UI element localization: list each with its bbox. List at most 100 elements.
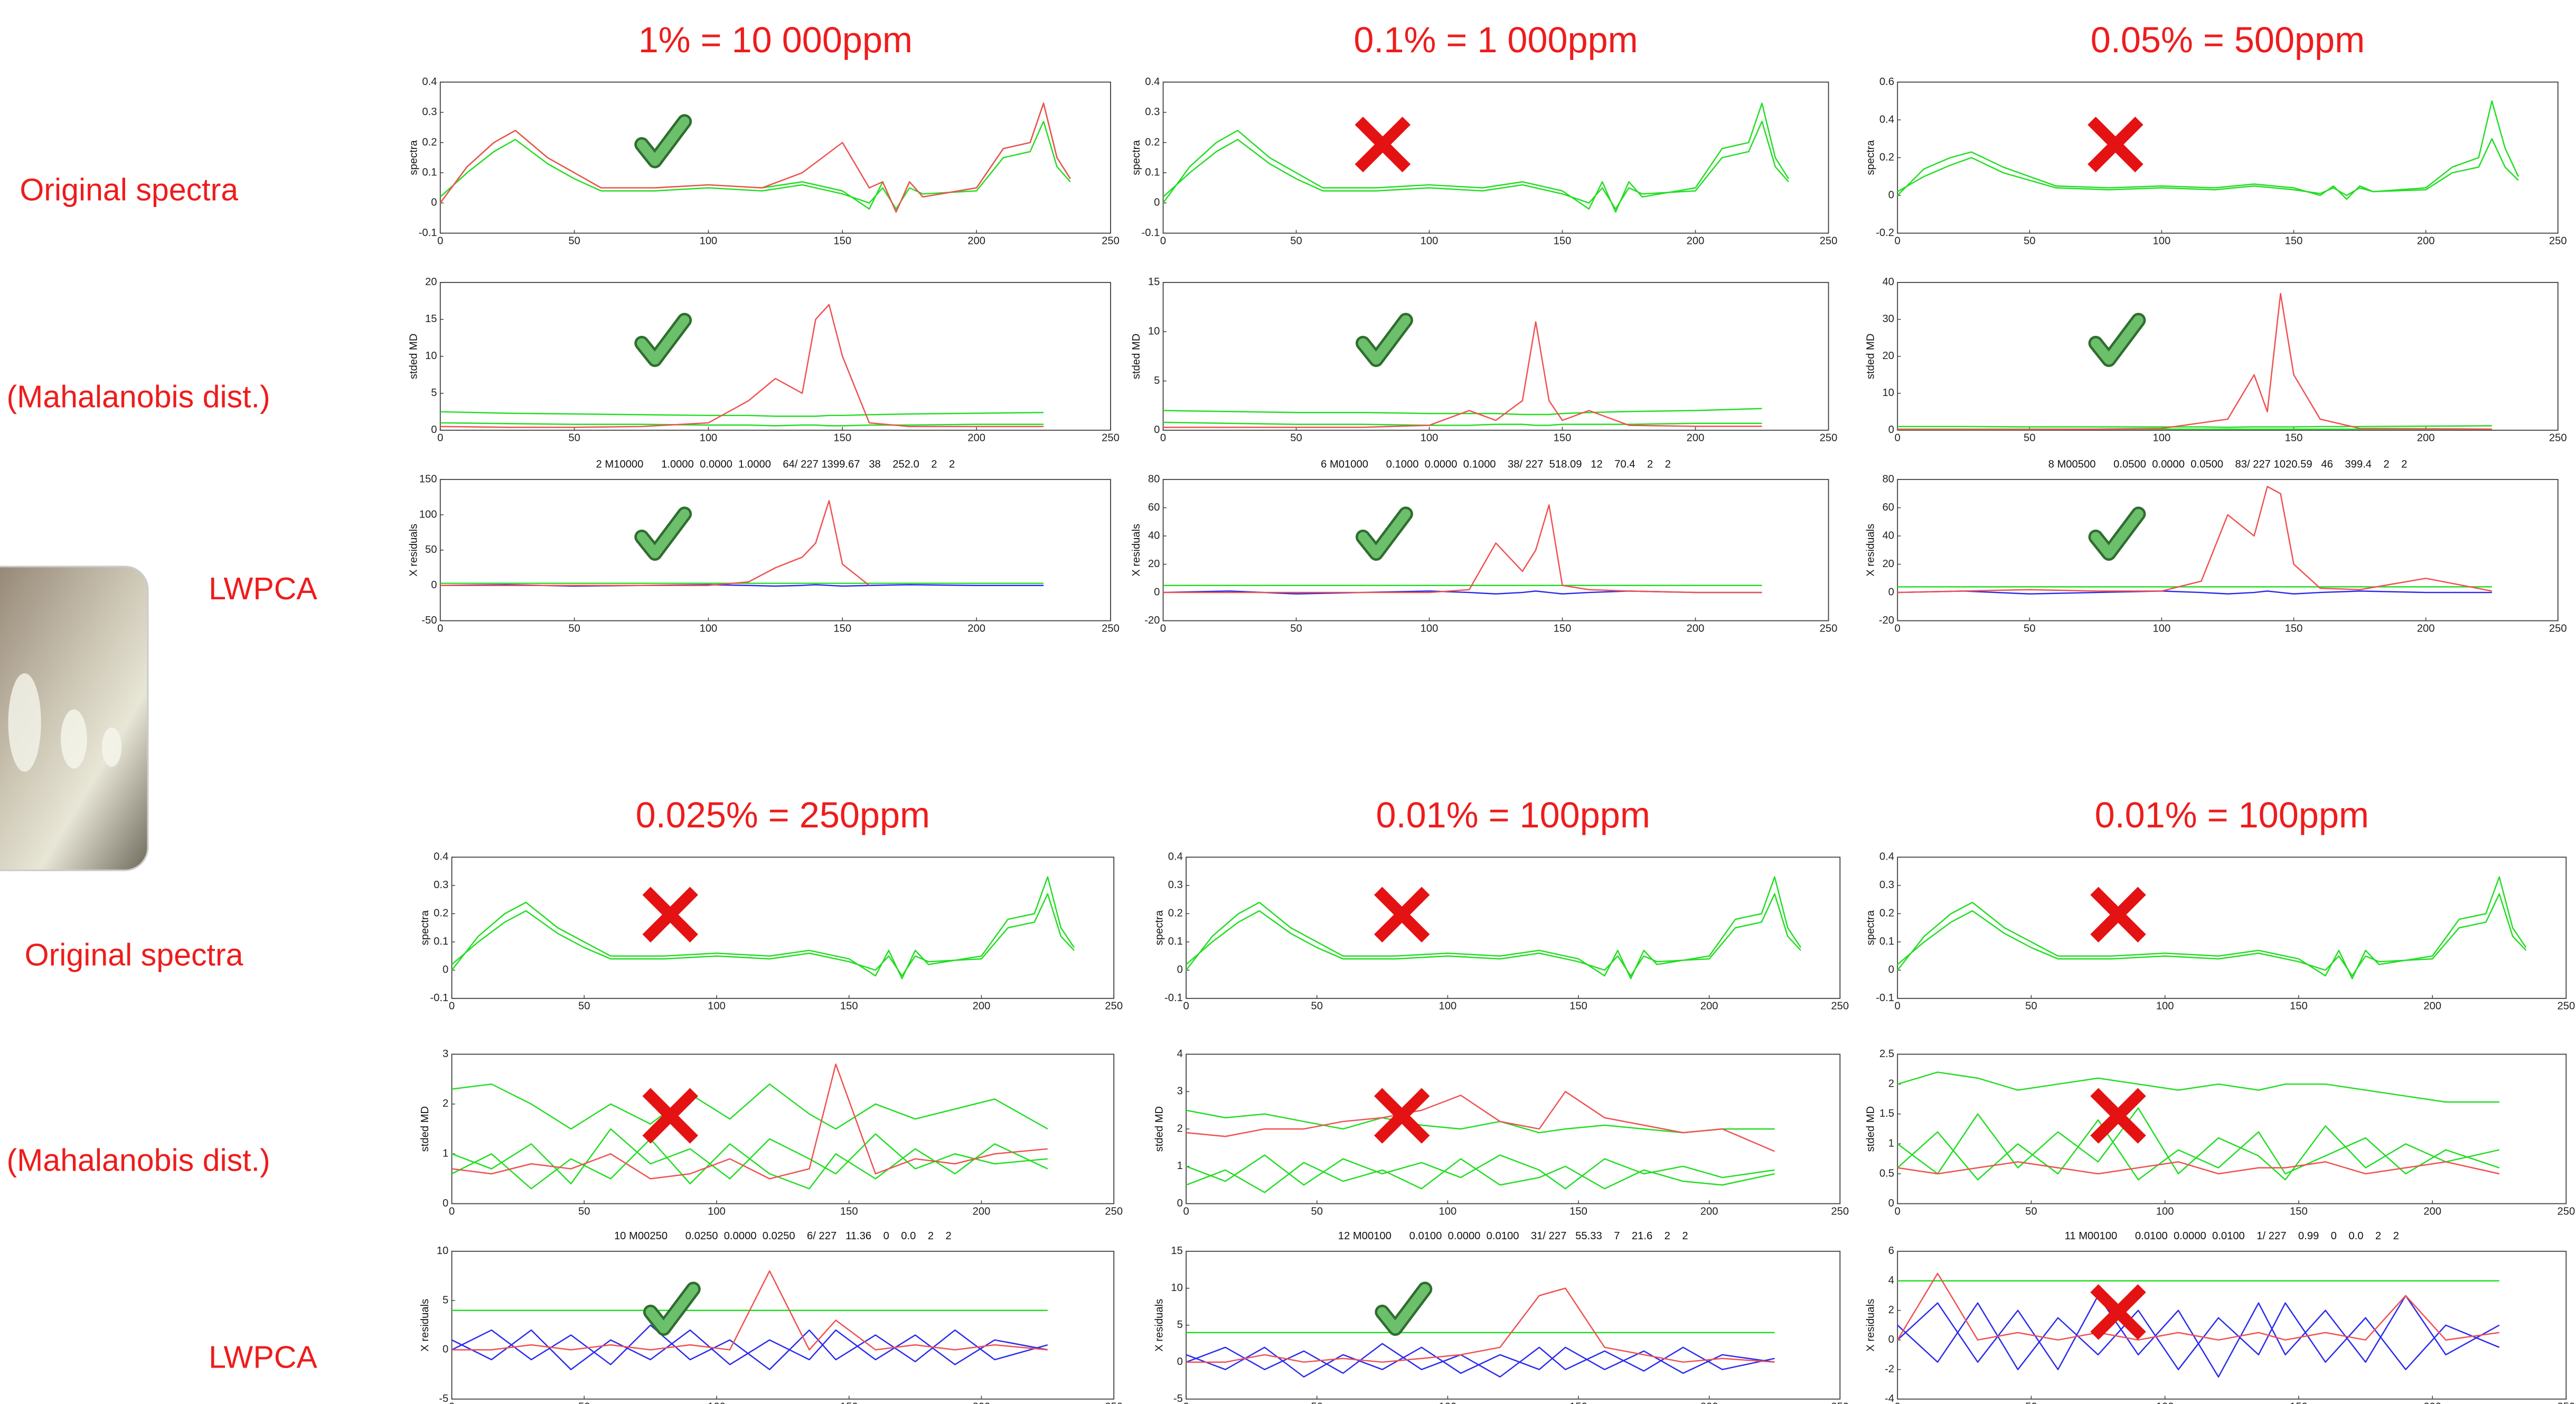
x-tick-label: 0 xyxy=(437,432,443,444)
column-title: 1% = 10 000ppm xyxy=(638,20,913,60)
y-axis-label: spectra xyxy=(1131,140,1142,175)
y-tick-label: 5 xyxy=(431,387,437,399)
y-tick-label: -20 xyxy=(1144,615,1160,626)
x-tick-label: 100 xyxy=(2153,623,2171,634)
x-tick-label: 0 xyxy=(1895,432,1901,444)
y-tick-label: -20 xyxy=(1879,615,1894,626)
x-tick-label: 200 xyxy=(973,1205,991,1217)
y-tick-label: 0 xyxy=(1177,964,1183,976)
y-tick-label: 0 xyxy=(1888,1198,1894,1209)
y-tick-label: 0 xyxy=(443,1344,448,1355)
y-axis-label: spectra xyxy=(1865,910,1877,945)
y-tick-label: 0 xyxy=(1888,964,1894,976)
x-tick-label: 0 xyxy=(1183,1205,1189,1217)
x-tick-label: 250 xyxy=(1102,623,1120,634)
y-tick-label: 0.1 xyxy=(1168,936,1183,947)
y-tick-label: 0.2 xyxy=(1168,908,1183,919)
x-tick-label: 0 xyxy=(1895,623,1901,634)
y-tick-label: 100 xyxy=(419,508,437,520)
x-tick-label: 100 xyxy=(708,1205,726,1217)
y-tick-label: 6 xyxy=(1888,1245,1894,1257)
column-title: 0.01% = 100ppm xyxy=(2095,795,2369,835)
y-tick-label: 2 xyxy=(443,1098,448,1109)
y-axis-label: X residuals xyxy=(1154,1299,1165,1352)
x-tick-label: 0 xyxy=(449,1205,455,1217)
y-tick-label: 0.3 xyxy=(434,879,448,891)
x-tick-label: 50 xyxy=(1290,623,1302,634)
x-tick-label: 50 xyxy=(1311,1401,1323,1404)
x-tick-label: 100 xyxy=(1439,1205,1457,1217)
x-tick-label: 150 xyxy=(2290,1205,2308,1217)
x-tick-label: 150 xyxy=(1569,1401,1587,1404)
y-tick-label: 2 xyxy=(1888,1078,1894,1090)
x-tick-label: 150 xyxy=(833,623,851,634)
x-tick-label: 200 xyxy=(1687,623,1705,634)
y-tick-label: -4 xyxy=(1885,1393,1894,1404)
y-tick-label: 40 xyxy=(1882,530,1894,541)
x-tick-label: 250 xyxy=(1105,1001,1123,1012)
y-tick-label: 80 xyxy=(1882,473,1894,485)
column-title: 0.025% = 250ppm xyxy=(636,795,930,835)
y-tick-label: 0 xyxy=(1154,424,1160,436)
y-tick-label: 0.4 xyxy=(1168,851,1183,863)
plot-frame xyxy=(1897,1251,2566,1399)
x-tick-label: 0 xyxy=(449,1001,455,1012)
y-tick-label: 40 xyxy=(1148,530,1160,541)
y-tick-label: 0 xyxy=(443,964,448,976)
y-tick-label: 0 xyxy=(431,197,437,209)
x-tick-label: 250 xyxy=(1831,1401,1849,1404)
y-tick-label: 0.4 xyxy=(1879,114,1894,125)
y-tick-label: 0.4 xyxy=(1145,76,1160,88)
x-tick-label: 150 xyxy=(1554,432,1572,444)
x-tick-label: 250 xyxy=(1105,1205,1123,1217)
y-axis-label: stded MD xyxy=(1865,334,1877,379)
y-tick-label: 3 xyxy=(1177,1086,1183,1097)
y-axis-label: stded MD xyxy=(408,334,419,379)
y-tick-label: 3 xyxy=(443,1048,448,1060)
column-title: 0.1% = 1 000ppm xyxy=(1353,20,1638,60)
x-tick-label: 50 xyxy=(1290,235,1302,247)
x-tick-label: 100 xyxy=(1421,623,1439,634)
x-tick-label: 0 xyxy=(1895,1401,1901,1404)
y-tick-label: 0.1 xyxy=(422,167,437,178)
x-tick-label: 200 xyxy=(2417,432,2435,444)
x-tick-label: 100 xyxy=(2153,432,2171,444)
y-tick-label: 1 xyxy=(443,1148,448,1160)
y-tick-label: 0.3 xyxy=(1145,106,1160,118)
y-tick-label: 15 xyxy=(1171,1245,1182,1257)
x-tick-label: 250 xyxy=(1102,432,1120,444)
run-info: 2 M10000 1.0000 0.0000 1.0000 64/ 227 13… xyxy=(596,458,955,470)
y-tick-label: -50 xyxy=(421,615,437,626)
row-label: Original spectra xyxy=(25,938,243,973)
x-tick-label: 150 xyxy=(1569,1205,1587,1217)
row-label: LWPCA xyxy=(209,571,317,606)
y-axis-label: X residuals xyxy=(419,1299,431,1352)
y-tick-label: 0.2 xyxy=(434,908,448,919)
x-tick-label: 200 xyxy=(1700,1401,1718,1404)
x-tick-label: 250 xyxy=(2557,1001,2575,1012)
y-tick-label: 2.5 xyxy=(1879,1048,1894,1060)
x-tick-label: 200 xyxy=(967,432,985,444)
y-tick-label: -0.1 xyxy=(1142,227,1160,239)
x-tick-label: 250 xyxy=(1820,235,1838,247)
x-tick-label: 50 xyxy=(2024,623,2035,634)
x-tick-label: 250 xyxy=(1820,432,1838,444)
y-tick-label: -5 xyxy=(1173,1393,1183,1404)
x-tick-label: 150 xyxy=(840,1001,858,1012)
x-tick-label: 150 xyxy=(840,1205,858,1217)
x-tick-label: 250 xyxy=(2549,235,2567,247)
x-tick-label: 50 xyxy=(2024,235,2035,247)
run-info: 11 M00100 0.0100 0.0000 0.0100 1/ 227 0.… xyxy=(2065,1230,2399,1242)
x-tick-label: 0 xyxy=(1183,1401,1189,1404)
x-tick-label: 150 xyxy=(2285,432,2303,444)
y-tick-label: 0.3 xyxy=(422,106,437,118)
x-tick-label: 100 xyxy=(700,623,718,634)
y-tick-label: 0 xyxy=(1154,586,1160,598)
x-tick-label: 250 xyxy=(1820,623,1838,634)
x-tick-label: 0 xyxy=(437,623,443,634)
x-tick-label: 50 xyxy=(578,1205,590,1217)
plot-frame xyxy=(440,82,1111,233)
x-tick-label: 150 xyxy=(2285,235,2303,247)
y-tick-label: 0 xyxy=(1177,1198,1183,1209)
flask xyxy=(102,728,121,767)
